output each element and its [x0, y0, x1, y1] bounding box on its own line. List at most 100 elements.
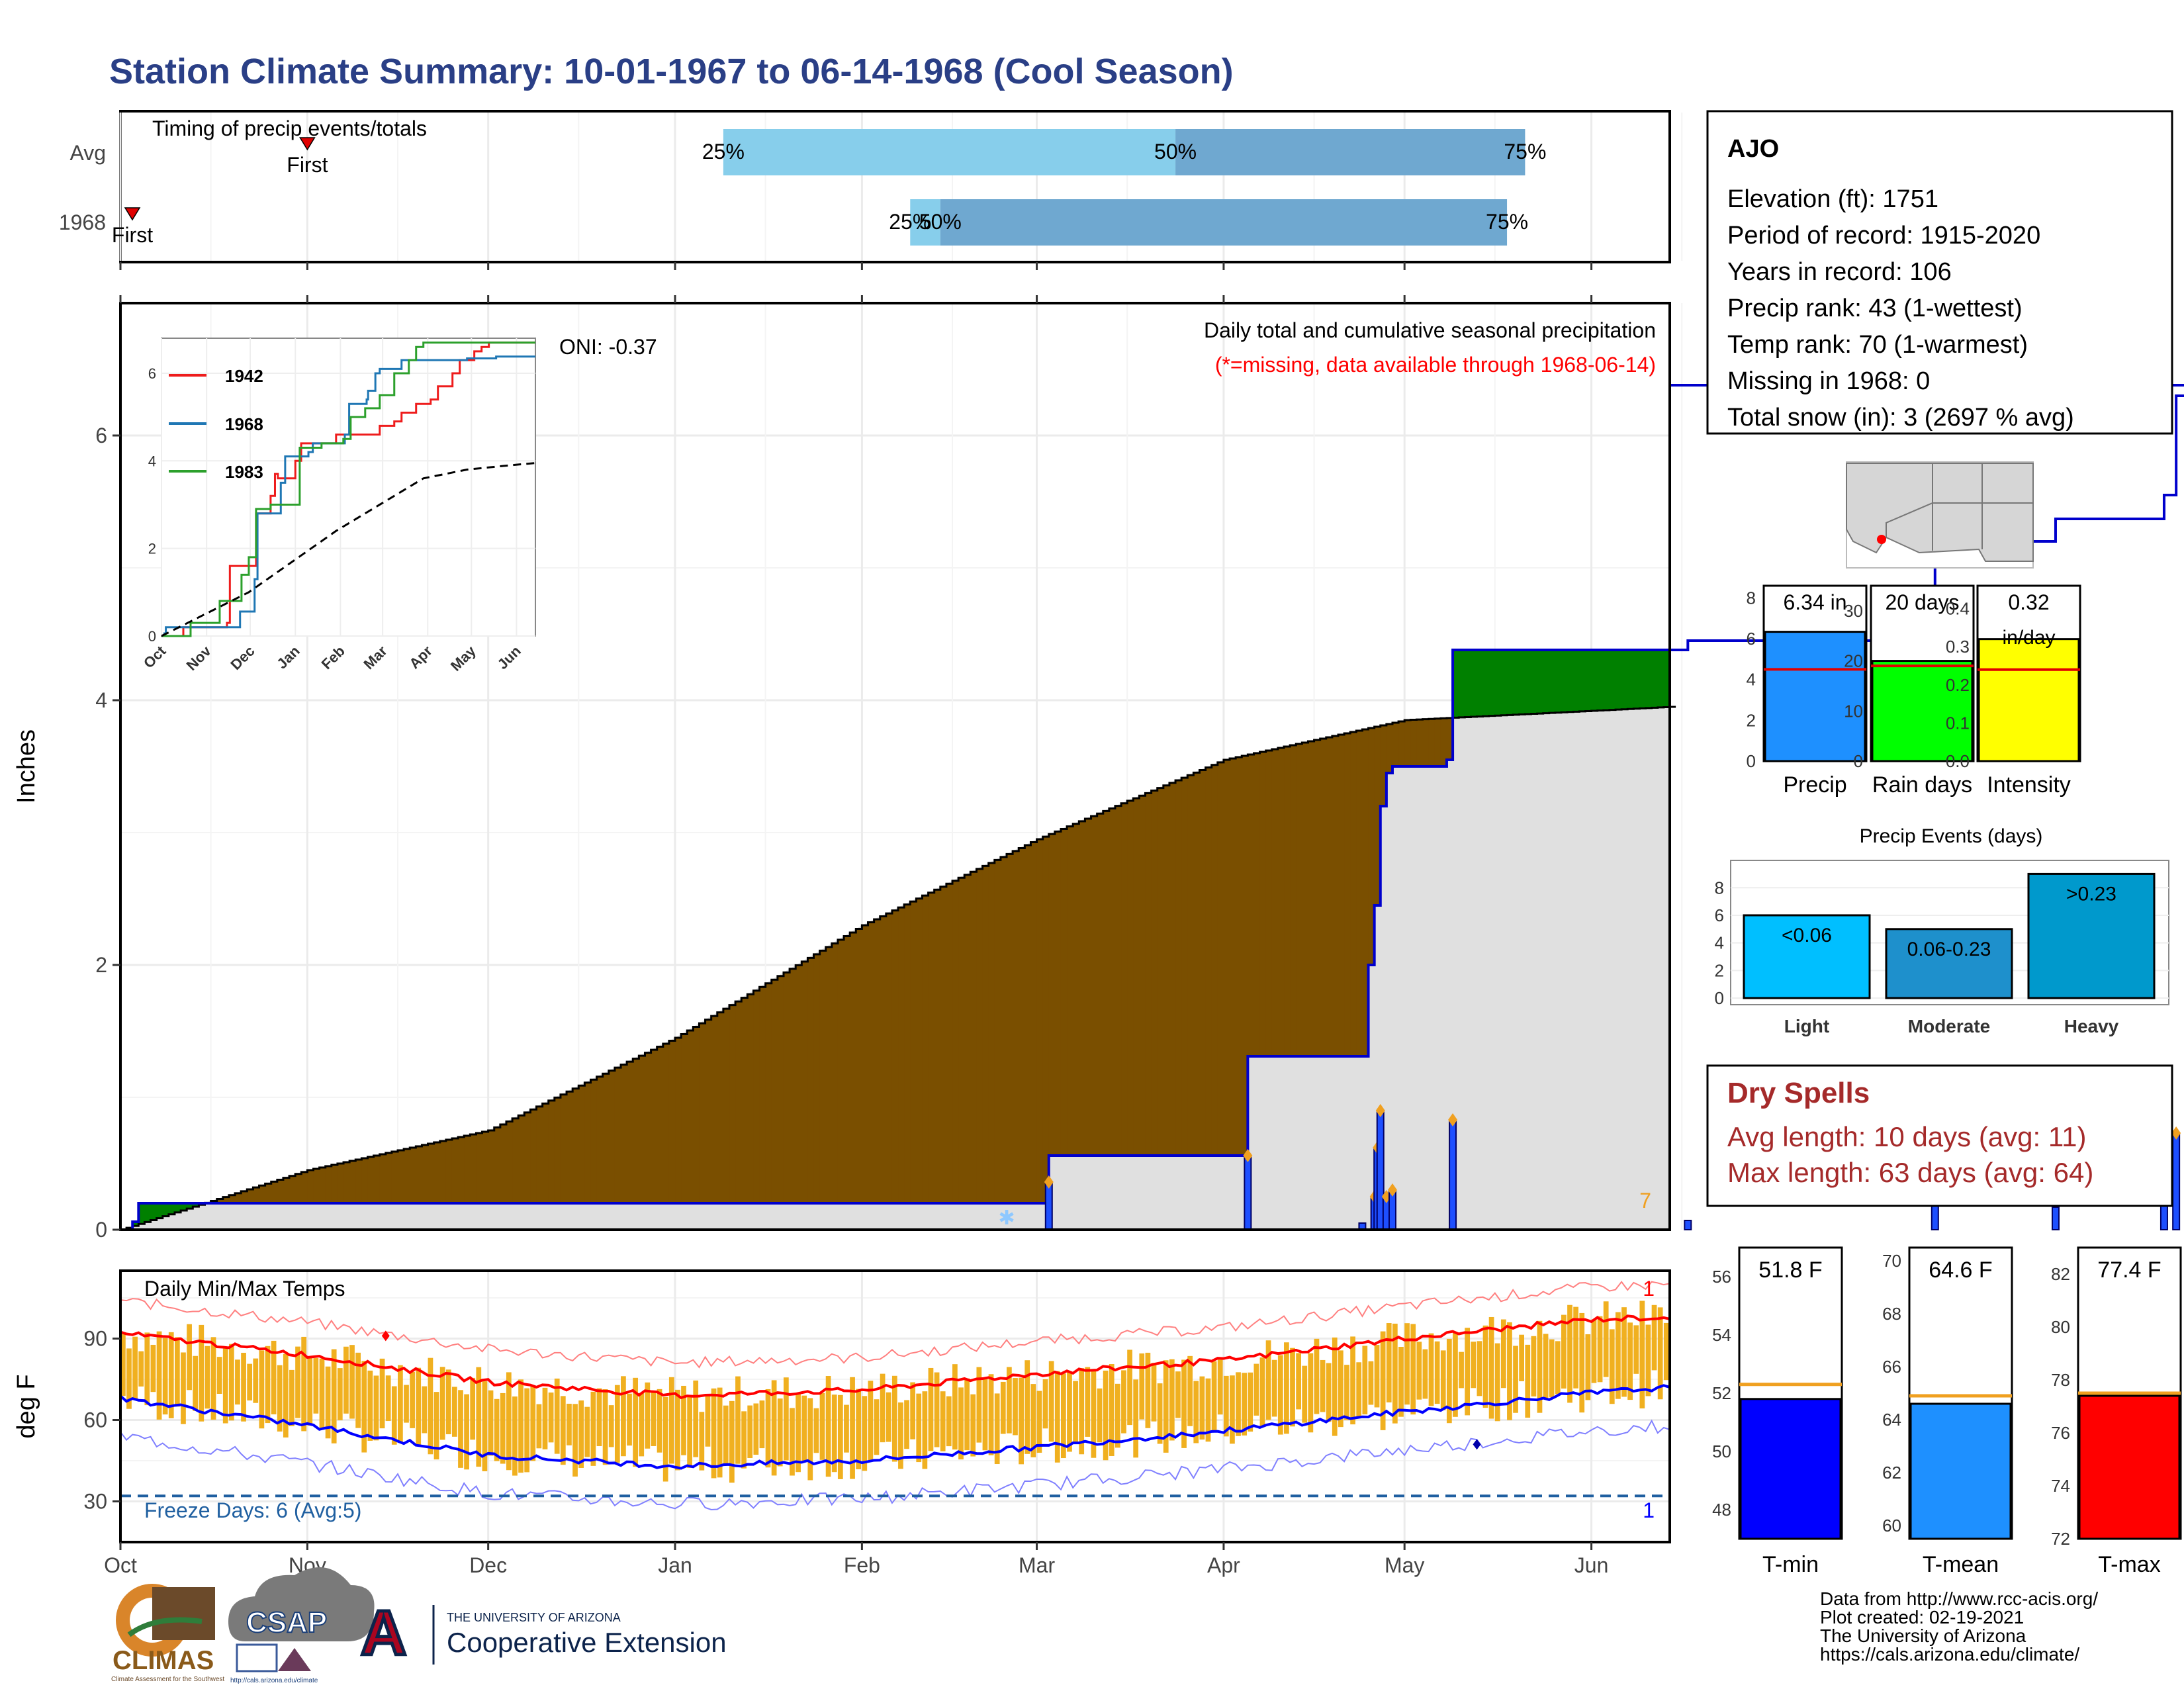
daily-precip-bar	[1244, 1155, 1252, 1230]
daily-temp-bar	[1500, 1319, 1506, 1389]
surplus-slice	[187, 1203, 193, 1209]
station-period: Period of record: 1915-2020	[1727, 222, 2040, 250]
surplus-slice	[174, 1203, 181, 1212]
deficit-slice	[355, 1160, 362, 1203]
daily-temp-bar	[476, 1367, 482, 1467]
deficit-slice	[1085, 819, 1092, 1156]
daily-temp-bar	[1175, 1371, 1181, 1418]
timing-p75-label: 75%	[1486, 210, 1528, 234]
daily-temp-bar	[1386, 1323, 1392, 1402]
deficit-slice	[1332, 736, 1339, 1056]
temp-bar-tick-2: 76	[2051, 1423, 2070, 1443]
precip-events-chart: Precip Events (days) 0 2 4 6 8 <0.06 Light 0.06…	[1715, 825, 2169, 1036]
timing-p50-label: 50%	[1154, 140, 1197, 163]
dry-spells-avg: Avg length: 10 days (avg: 11)	[1727, 1121, 2086, 1152]
deficit-slice	[325, 1166, 332, 1203]
temp-y-axis: 30 60 90	[83, 1327, 120, 1514]
temp-panel-label: Daily Min/Max Temps	[144, 1277, 345, 1301]
deficit-slice	[445, 1140, 453, 1203]
daily-temp-bar	[1537, 1320, 1543, 1413]
station-years: Years in record: 106	[1727, 258, 1952, 286]
deficit-slice	[277, 1179, 284, 1203]
deficit-slice	[753, 990, 760, 1203]
oni-value: ONI: -0.37	[559, 335, 657, 359]
surplus-slice	[193, 1203, 200, 1207]
deficit-slice	[524, 1112, 531, 1203]
daily-temp-bar	[138, 1351, 144, 1387]
daily-temp-bar	[898, 1402, 903, 1469]
temp-bar-fill-2	[2078, 1394, 2181, 1540]
daily-temp-bar	[1230, 1375, 1235, 1444]
surplus-slice	[1500, 650, 1508, 715]
surplus-slice	[144, 1203, 152, 1222]
temp-ytick-label: 60	[83, 1408, 107, 1432]
deficit-slice	[464, 1136, 471, 1203]
deficit-slice	[289, 1175, 296, 1203]
deficit-slice	[1386, 724, 1393, 773]
daily-temp-bar	[916, 1393, 922, 1463]
daily-max-marker-icon	[1375, 1104, 1385, 1117]
deficit-slice	[940, 886, 947, 1203]
surplus-slice	[1603, 650, 1610, 711]
surplus-slice	[1459, 650, 1465, 717]
deficit-slice	[1259, 752, 1267, 1056]
daily-temp-bar	[850, 1377, 855, 1479]
daily-temp-bar	[1645, 1324, 1651, 1396]
daily-temp-bar	[1597, 1316, 1603, 1383]
deficit-slice	[1284, 747, 1291, 1056]
daily-temp-bar	[1651, 1304, 1657, 1371]
daily-temp-bar	[1494, 1343, 1500, 1422]
daily-temp-bar	[367, 1370, 373, 1441]
surplus-slice	[1597, 650, 1604, 711]
daily-temp-bar	[1392, 1323, 1398, 1424]
surplus-slice	[1633, 650, 1641, 709]
daily-temp-bar	[590, 1391, 596, 1466]
daily-temp-bar	[759, 1400, 765, 1449]
daily-temp-bar	[958, 1387, 964, 1460]
record-low-marker-icon	[1473, 1439, 1481, 1450]
deficit-slice	[596, 1076, 604, 1203]
daily-temp-bar	[542, 1387, 548, 1449]
daily-temp-bar	[530, 1385, 536, 1461]
deficit-slice	[651, 1050, 658, 1203]
map-state-east	[1886, 463, 2034, 562]
ua-extension-logo: A THE UNIVERSITY OF ARIZONA Cooperative …	[359, 1596, 727, 1670]
timing-bar-q1	[723, 129, 1176, 175]
daily-temp-bar	[1410, 1324, 1416, 1415]
daily-temp-bar	[668, 1377, 674, 1464]
deficit-slice	[1121, 803, 1128, 1156]
timing-row-avg-label: Avg	[69, 141, 106, 165]
daily-precip-bar	[2051, 1207, 2060, 1230]
temp-bar-value-0: 51.8 F	[1758, 1257, 1822, 1283]
deficit-slice	[868, 922, 875, 1203]
daily-temp-bar	[837, 1394, 843, 1479]
temp-bar-tick-0: 50	[1712, 1441, 1731, 1461]
deficit-slice	[886, 913, 893, 1203]
surplus-slice	[1513, 650, 1520, 715]
temp-bottom-count: 1	[1643, 1498, 1655, 1522]
deficit-slice	[1163, 785, 1170, 1156]
inset-ytick-label: 0	[148, 628, 156, 645]
daily-temp-bar	[343, 1346, 349, 1414]
deficit-slice	[717, 1012, 724, 1203]
events-bar-label-heavy: Heavy	[2064, 1016, 2119, 1036]
daily-temp-bar	[1639, 1301, 1645, 1409]
surplus-slice	[1549, 650, 1556, 713]
climas-wave-icon	[127, 1617, 203, 1637]
daily-temp-bar	[687, 1394, 692, 1468]
daily-temp-bar	[1543, 1334, 1549, 1399]
surplus-slice	[1645, 650, 1653, 708]
daily-temp-bar	[614, 1385, 620, 1463]
mini-bar-tick-2: 0.0	[1946, 751, 1970, 771]
daily-temp-bar	[886, 1392, 891, 1442]
deficit-slice	[777, 976, 784, 1203]
deficit-slice	[790, 968, 796, 1203]
deficit-slice	[1211, 764, 1218, 1156]
daily-temp-bar	[1603, 1301, 1609, 1377]
daily-temp-bar	[132, 1336, 138, 1400]
daily-temp-bar	[1151, 1363, 1157, 1422]
surplus-slice	[1531, 650, 1538, 714]
daily-temp-bar	[952, 1364, 958, 1450]
timing-first-label: First	[112, 223, 153, 247]
deficit-slice	[1157, 788, 1164, 1156]
